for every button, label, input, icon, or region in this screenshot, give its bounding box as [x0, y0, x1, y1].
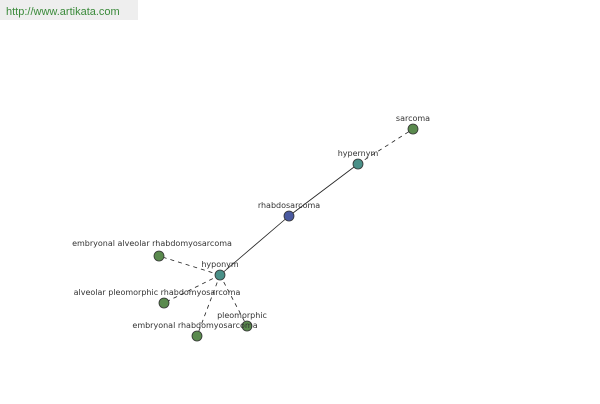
node: [191, 330, 203, 342]
node-label: rhabdosarcoma: [258, 201, 320, 210]
node: [407, 123, 419, 135]
node: [241, 320, 253, 332]
node: [214, 269, 226, 281]
edge: [158, 255, 221, 276]
node-label: embryonal rhabdomyosarcoma: [132, 321, 257, 330]
node-label: sarcoma: [396, 114, 430, 123]
node-label: alveolar pleomorphic rhabdomyosarcoma: [74, 288, 241, 297]
edge: [288, 163, 359, 217]
edge: [163, 274, 221, 304]
node-label: pleomorphic: [217, 311, 267, 320]
header-bar: [0, 0, 138, 20]
edge: [357, 128, 414, 165]
node: [283, 210, 295, 222]
node: [158, 297, 170, 309]
node-label: embryonal alveolar rhabdomyosarcoma: [72, 239, 232, 248]
site-url: http://www.artikata.com: [6, 6, 120, 18]
node: [153, 250, 165, 262]
node: [352, 158, 364, 170]
node-label: hyponym: [201, 260, 239, 269]
edge: [219, 274, 248, 327]
node-label: hypernym: [338, 149, 379, 158]
edge: [219, 215, 290, 276]
edge: [196, 274, 221, 337]
